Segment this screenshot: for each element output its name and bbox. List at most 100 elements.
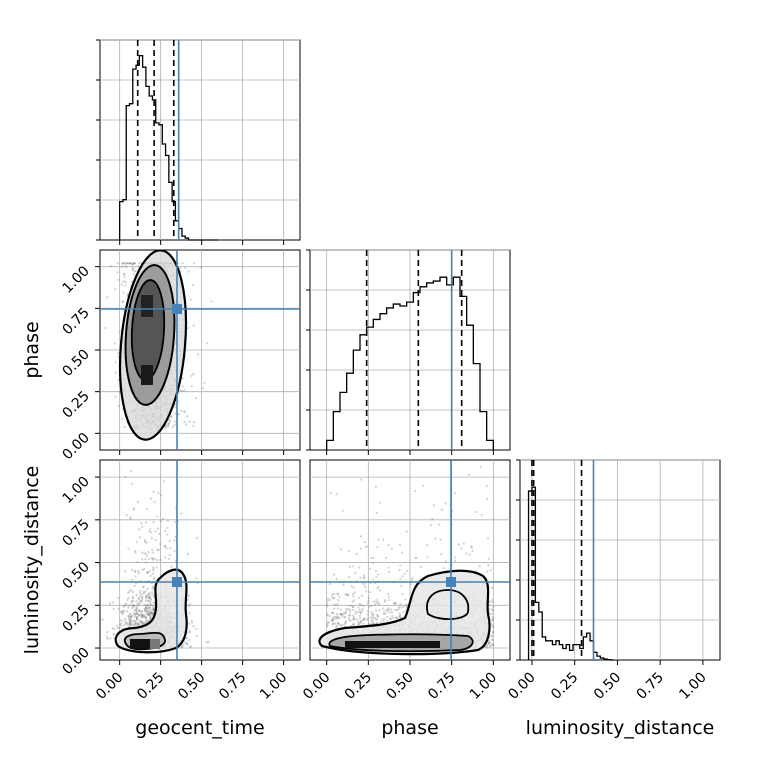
sample-point xyxy=(181,390,184,393)
sample-point xyxy=(488,641,491,645)
sample-point xyxy=(174,406,177,409)
sample-point xyxy=(389,617,392,620)
sample-point xyxy=(128,618,131,621)
sample-point xyxy=(135,607,138,610)
sample-point xyxy=(127,623,130,627)
sample-point xyxy=(487,642,490,645)
sample-point xyxy=(342,613,345,616)
sample-point xyxy=(144,597,148,600)
sample-point xyxy=(127,615,130,618)
density-peak xyxy=(141,295,153,317)
sample-point xyxy=(333,615,336,618)
sample-point xyxy=(141,615,144,618)
sample-point xyxy=(486,643,489,646)
sample-point xyxy=(340,612,343,616)
x-tick-label: 0.25 xyxy=(134,670,167,703)
x-tick-label: 0.25 xyxy=(548,670,581,703)
sample-point xyxy=(164,427,167,430)
sample-point xyxy=(337,607,340,610)
sample-point xyxy=(326,625,329,628)
sample-point xyxy=(147,611,151,615)
sample-point xyxy=(93,542,95,544)
sample-point xyxy=(139,614,143,617)
sample-point xyxy=(382,620,385,623)
sample-point xyxy=(360,620,363,623)
density-contours xyxy=(318,569,491,656)
sample-point xyxy=(361,610,364,613)
sample-point xyxy=(387,608,390,611)
sample-point xyxy=(374,485,377,488)
sample-point xyxy=(147,593,150,596)
sample-point xyxy=(147,613,150,616)
ylabel-luminosity-distance: luminosity_distance xyxy=(21,466,43,655)
sample-point xyxy=(440,508,443,511)
sample-point xyxy=(137,614,140,618)
sample-point xyxy=(361,608,364,611)
sample-point xyxy=(488,640,491,643)
sample-point xyxy=(133,608,136,611)
sample-point xyxy=(339,548,342,551)
sample-point xyxy=(152,604,155,607)
sample-point xyxy=(201,387,205,390)
sample-point xyxy=(347,593,350,597)
sample-point xyxy=(188,630,192,633)
sample-point xyxy=(349,614,352,617)
sample-point xyxy=(109,264,112,268)
sample-point xyxy=(367,596,370,600)
sample-point xyxy=(130,262,133,265)
sample-point xyxy=(393,602,396,605)
sample-point xyxy=(159,542,162,545)
sample-point xyxy=(150,537,153,540)
sample-point xyxy=(148,614,151,617)
sample-point xyxy=(117,352,120,355)
sample-point xyxy=(376,600,379,604)
sample-point xyxy=(332,573,336,576)
sample-point xyxy=(162,480,165,483)
sample-point xyxy=(149,574,152,578)
density-peak xyxy=(130,639,150,649)
sample-point xyxy=(328,582,332,585)
sample-point xyxy=(190,385,193,388)
sample-point xyxy=(351,623,354,627)
sample-point xyxy=(491,599,494,602)
sample-point xyxy=(182,643,185,647)
y-tick-label: 0.25 xyxy=(59,602,92,635)
sample-point xyxy=(125,262,128,265)
sample-point xyxy=(149,611,152,614)
sample-point xyxy=(401,592,404,596)
sample-point xyxy=(385,608,388,611)
sample-point xyxy=(105,635,109,638)
sample-point xyxy=(145,616,148,619)
sample-point xyxy=(122,309,125,312)
sample-point xyxy=(140,597,143,600)
sample-point xyxy=(485,644,488,648)
sample-point xyxy=(144,552,147,555)
y-tick-label: 0.00 xyxy=(59,645,92,678)
sample-point xyxy=(127,614,130,618)
sample-point xyxy=(158,532,161,536)
sample-point xyxy=(147,606,150,609)
sample-point xyxy=(387,607,390,610)
sample-point xyxy=(131,263,134,266)
sample-point xyxy=(135,616,139,619)
sample-point xyxy=(333,592,336,596)
sample-point xyxy=(131,623,134,627)
sample-point xyxy=(207,640,210,644)
sample-point xyxy=(375,621,378,625)
sample-point xyxy=(180,645,183,648)
sample-point xyxy=(133,625,136,628)
sample-point xyxy=(122,280,125,283)
sample-point xyxy=(144,616,147,620)
sample-point xyxy=(139,595,142,598)
sample-point xyxy=(438,523,441,526)
sample-point xyxy=(144,590,147,593)
sample-point xyxy=(112,633,116,636)
sample-point xyxy=(133,262,136,265)
sample-point xyxy=(149,616,152,619)
sample-point xyxy=(487,564,490,567)
sample-point xyxy=(130,615,133,618)
sample-point xyxy=(140,599,143,603)
sample-point xyxy=(112,601,115,604)
sample-point xyxy=(338,622,341,626)
sample-point xyxy=(192,283,195,287)
